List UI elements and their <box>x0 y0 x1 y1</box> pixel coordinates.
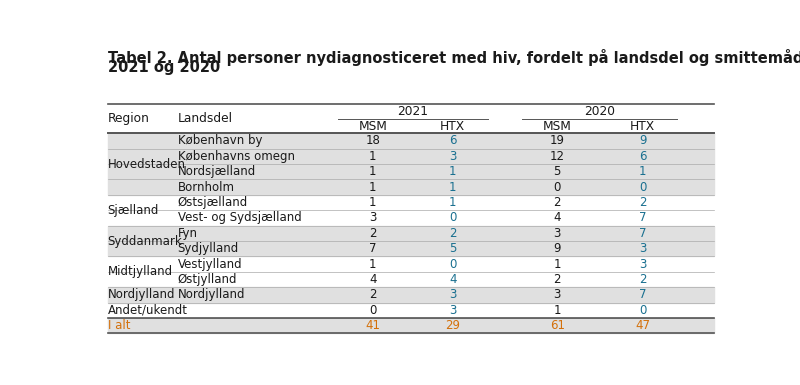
Text: 3: 3 <box>449 150 456 163</box>
Text: 4: 4 <box>554 211 561 224</box>
Text: 2: 2 <box>554 196 561 209</box>
Text: 2: 2 <box>369 288 377 301</box>
Text: 9: 9 <box>638 134 646 147</box>
Text: 0: 0 <box>554 181 561 194</box>
Text: 19: 19 <box>550 134 565 147</box>
Text: 7: 7 <box>638 227 646 240</box>
Text: HTX: HTX <box>630 120 655 133</box>
Text: Region: Region <box>108 112 150 125</box>
Text: MSM: MSM <box>358 120 387 133</box>
Text: 3: 3 <box>369 211 377 224</box>
Text: 2: 2 <box>554 273 561 286</box>
Text: Københavns omegn: Københavns omegn <box>178 150 294 163</box>
Text: Fyn: Fyn <box>178 227 198 240</box>
Text: 3: 3 <box>449 304 456 317</box>
Text: 6: 6 <box>449 134 456 147</box>
Text: 7: 7 <box>638 288 646 301</box>
Text: Nordjylland: Nordjylland <box>178 288 245 301</box>
Text: 1: 1 <box>554 258 561 271</box>
Text: 7: 7 <box>638 211 646 224</box>
Text: 1: 1 <box>449 165 456 178</box>
Text: 1: 1 <box>449 196 456 209</box>
Text: 2021 og 2020: 2021 og 2020 <box>108 60 220 75</box>
Text: 1: 1 <box>369 196 377 209</box>
Bar <box>108 149 714 164</box>
Text: 0: 0 <box>369 304 377 317</box>
Text: Andet/ukendt: Andet/ukendt <box>108 304 188 317</box>
Text: Bornholm: Bornholm <box>178 181 234 194</box>
Text: 3: 3 <box>449 288 456 301</box>
Bar <box>108 226 714 241</box>
Text: 29: 29 <box>445 319 460 332</box>
Text: 1: 1 <box>449 181 456 194</box>
Text: Sjælland: Sjælland <box>108 204 159 217</box>
Bar <box>108 164 714 179</box>
Text: København by: København by <box>178 134 262 147</box>
Text: 3: 3 <box>554 288 561 301</box>
Text: 4: 4 <box>449 273 456 286</box>
Text: 4: 4 <box>369 273 377 286</box>
Text: 1: 1 <box>638 165 646 178</box>
Text: Vest- og Sydsjælland: Vest- og Sydsjælland <box>178 211 302 224</box>
Text: Østjylland: Østjylland <box>178 273 237 286</box>
Bar <box>108 318 714 333</box>
Text: 0: 0 <box>639 181 646 194</box>
Text: MSM: MSM <box>543 120 572 133</box>
Text: 18: 18 <box>366 134 380 147</box>
Text: 1: 1 <box>554 304 561 317</box>
Text: 2: 2 <box>638 196 646 209</box>
Text: 5: 5 <box>554 165 561 178</box>
Text: 0: 0 <box>639 304 646 317</box>
Bar <box>108 241 714 256</box>
Text: 1: 1 <box>369 165 377 178</box>
Text: 3: 3 <box>639 258 646 271</box>
Text: I alt: I alt <box>108 319 130 332</box>
Text: Syddanmark: Syddanmark <box>108 234 182 248</box>
Text: 0: 0 <box>449 258 456 271</box>
Text: 1: 1 <box>369 150 377 163</box>
Text: Hovedstaden: Hovedstaden <box>108 157 186 171</box>
Text: 2021: 2021 <box>398 105 428 118</box>
Text: 1: 1 <box>369 181 377 194</box>
Text: Tabel 2. Antal personer nydiagnosticeret med hiv, fordelt på landsdel og smittem: Tabel 2. Antal personer nydiagnosticeret… <box>108 49 800 65</box>
Text: 6: 6 <box>638 150 646 163</box>
Bar <box>108 179 714 195</box>
Text: 3: 3 <box>554 227 561 240</box>
Bar <box>108 133 714 149</box>
Bar <box>108 287 714 303</box>
Text: 41: 41 <box>366 319 380 332</box>
Text: Midtjylland: Midtjylland <box>108 265 173 278</box>
Text: 3: 3 <box>639 242 646 255</box>
Text: 9: 9 <box>554 242 561 255</box>
Text: HTX: HTX <box>440 120 465 133</box>
Text: 7: 7 <box>369 242 377 255</box>
Text: 61: 61 <box>550 319 565 332</box>
Text: Nordsjælland: Nordsjælland <box>178 165 256 178</box>
Text: 1: 1 <box>369 258 377 271</box>
Text: 2: 2 <box>449 227 456 240</box>
Text: 47: 47 <box>635 319 650 332</box>
Text: 12: 12 <box>550 150 565 163</box>
Text: Sydjylland: Sydjylland <box>178 242 238 255</box>
Text: 2020: 2020 <box>584 105 615 118</box>
Text: 5: 5 <box>449 242 456 255</box>
Text: Vestjylland: Vestjylland <box>178 258 242 271</box>
Text: 2: 2 <box>369 227 377 240</box>
Text: 0: 0 <box>449 211 456 224</box>
Text: Østsjælland: Østsjælland <box>178 196 248 209</box>
Text: Nordjylland: Nordjylland <box>108 288 175 301</box>
Text: Landsdel: Landsdel <box>178 112 233 125</box>
Text: 2: 2 <box>638 273 646 286</box>
